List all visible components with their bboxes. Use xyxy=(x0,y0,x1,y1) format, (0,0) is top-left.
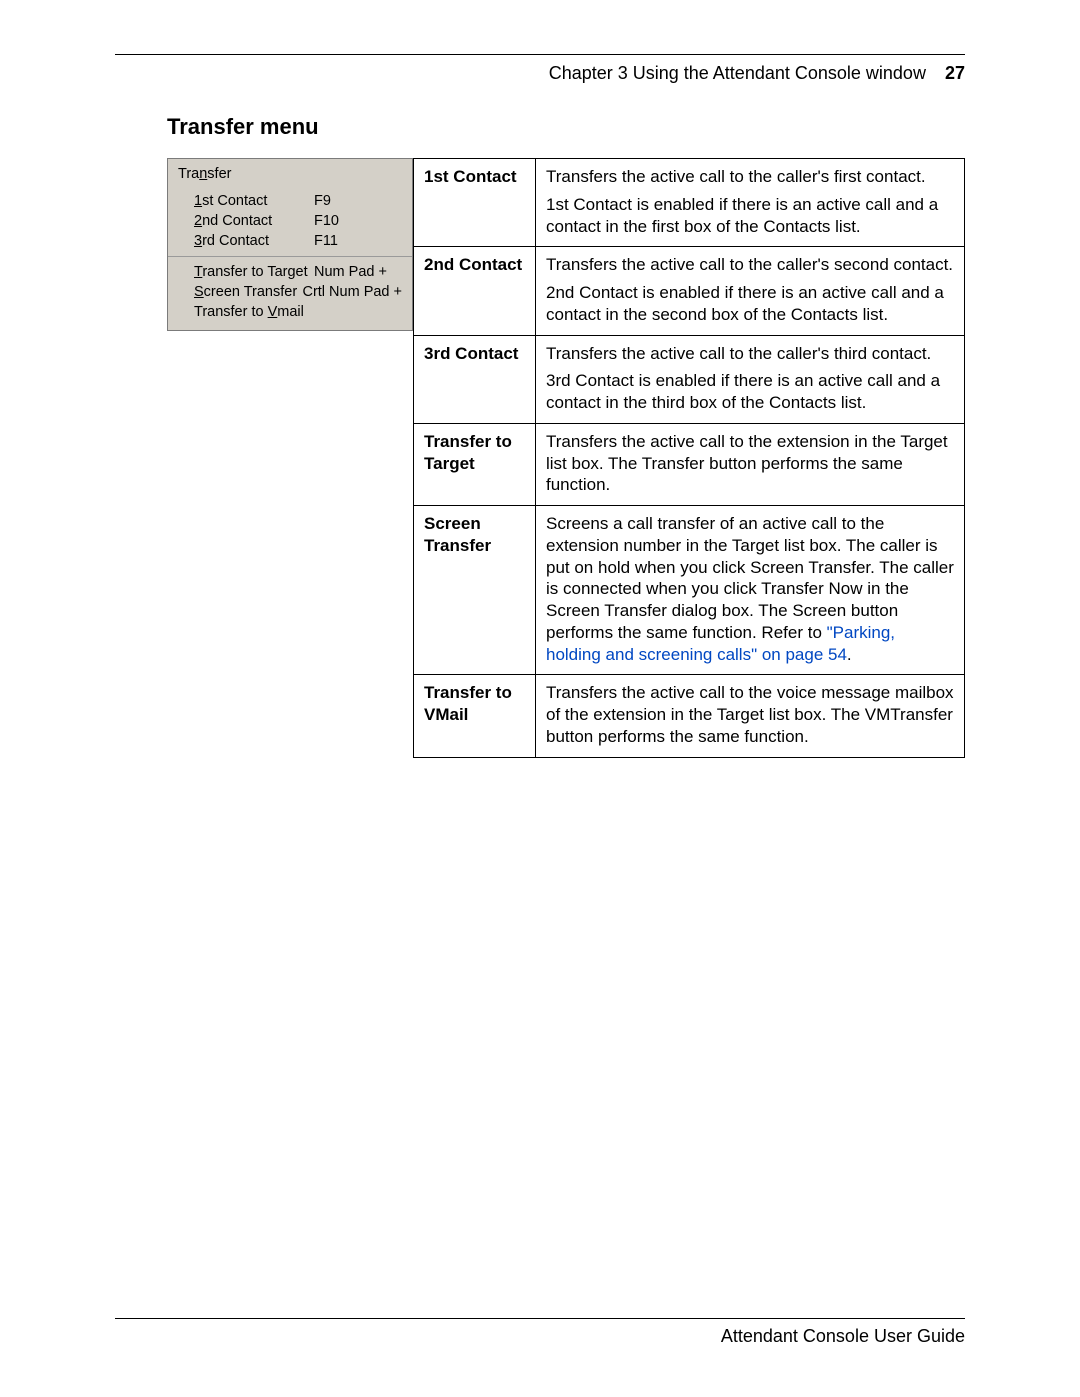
page: Chapter 3 Using the Attendant Console wi… xyxy=(0,0,1080,1397)
desc-1st-contact: Transfers the active call to the caller'… xyxy=(536,159,965,247)
table-row: 2nd Contact Transfers the active call to… xyxy=(414,247,965,335)
shortcut: F10 xyxy=(314,213,339,229)
term-transfer-to-vmail: Transfer to VMail xyxy=(414,675,536,757)
desc-2nd-contact: Transfers the active call to the caller'… xyxy=(536,247,965,335)
shortcut: F9 xyxy=(314,193,331,209)
menu-items: 1st Contact F9 2nd Contact F10 3rd Conta… xyxy=(168,188,412,330)
menu-title: Transfer xyxy=(168,159,412,188)
shortcut: Crtl Num Pad + xyxy=(302,284,402,300)
table-row: Screen Transfer Screens a call transfer … xyxy=(414,506,965,675)
term-screen-transfer: Screen Transfer xyxy=(414,506,536,675)
term-2nd-contact: 2nd Contact xyxy=(414,247,536,335)
term-3rd-contact: 3rd Contact xyxy=(414,335,536,423)
menu-item-3rd-contact[interactable]: 3rd Contact F11 xyxy=(194,231,402,251)
desc-transfer-to-target: Transfers the active call to the extensi… xyxy=(536,423,965,505)
table-row: 3rd Contact Transfers the active call to… xyxy=(414,335,965,423)
desc-screen-transfer: Screens a call transfer of an active cal… xyxy=(536,506,965,675)
shortcut: Num Pad + xyxy=(314,264,387,280)
menu-item-screen-transfer[interactable]: Screen Transfer Crtl Num Pad + xyxy=(194,282,402,302)
header-rule xyxy=(115,54,965,55)
footer-rule xyxy=(115,1318,965,1319)
menu-title-pre: Tra xyxy=(178,166,199,182)
chapter-label: Chapter 3 Using the Attendant Console wi… xyxy=(549,63,926,83)
menu-separator xyxy=(168,256,412,257)
menu-item-transfer-to-vmail[interactable]: Transfer to Vmail xyxy=(194,302,402,322)
definition-table: 1st Contact Transfers the active call to… xyxy=(413,158,965,758)
menu-item-1st-contact[interactable]: 1st Contact F9 xyxy=(194,191,402,211)
footer-guide-title: Attendant Console User Guide xyxy=(721,1326,965,1347)
chapter-header: Chapter 3 Using the Attendant Console wi… xyxy=(115,54,965,84)
menu-item-2nd-contact[interactable]: 2nd Contact F10 xyxy=(194,211,402,231)
term-1st-contact: 1st Contact xyxy=(414,159,536,247)
desc-transfer-to-vmail: Transfers the active call to the voice m… xyxy=(536,675,965,757)
menu-item-transfer-to-target[interactable]: Transfer to Target Num Pad + xyxy=(194,262,402,282)
page-number: 27 xyxy=(945,63,965,83)
table-row: Transfer to Target Transfers the active … xyxy=(414,423,965,505)
content-row: Transfer 1st Contact F9 2nd Contact F10 … xyxy=(167,158,965,758)
desc-3rd-contact: Transfers the active call to the caller'… xyxy=(536,335,965,423)
term-transfer-to-target: Transfer to Target xyxy=(414,423,536,505)
table-row: Transfer to VMail Transfers the active c… xyxy=(414,675,965,757)
transfer-menu: Transfer 1st Contact F9 2nd Contact F10 … xyxy=(167,158,413,331)
shortcut: F11 xyxy=(314,233,338,249)
menu-title-post: sfer xyxy=(207,166,231,182)
table-row: 1st Contact Transfers the active call to… xyxy=(414,159,965,247)
section-title: Transfer menu xyxy=(167,114,965,140)
